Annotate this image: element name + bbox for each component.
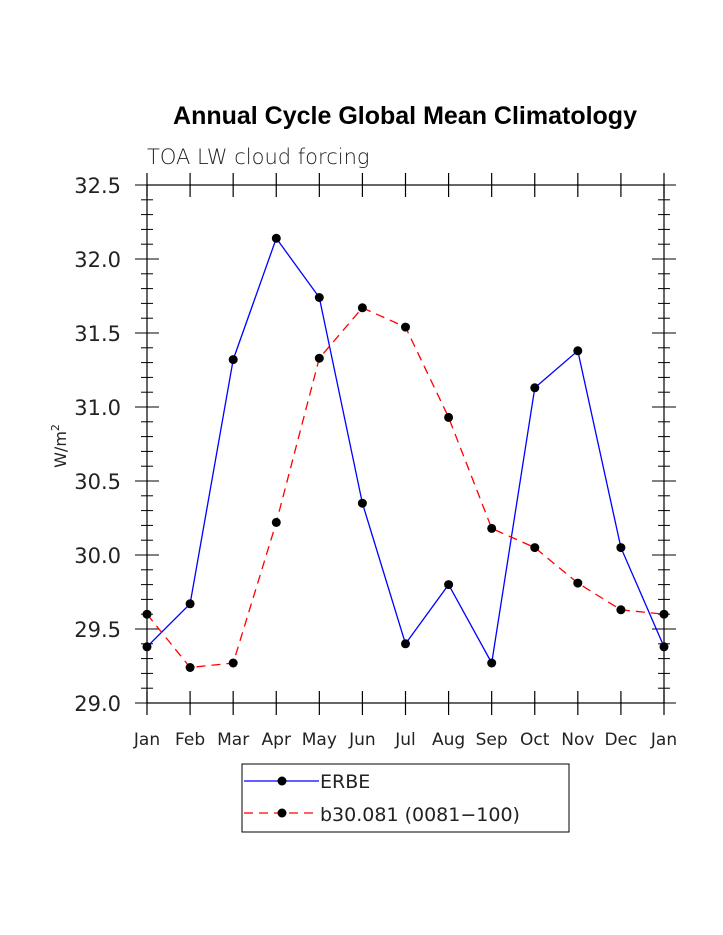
series-point-model: [228, 658, 238, 668]
series-point-model: [314, 353, 324, 363]
svg-text:W/m2: W/m2: [49, 424, 70, 468]
series-point-model: [271, 517, 281, 527]
plot-frame: [146, 184, 665, 704]
series-point-erbe: [573, 346, 583, 356]
x-tick-label: Feb: [175, 730, 205, 750]
series-point-erbe: [228, 355, 238, 365]
chart-subtitle: TOA LW cloud forcing: [147, 145, 370, 169]
y-tick-label: 29.5: [74, 618, 121, 642]
series-point-model: [616, 605, 626, 615]
series-point-model: [357, 303, 367, 313]
series-point-model: [573, 578, 583, 588]
y-axis-title-superscript: 2: [49, 424, 62, 431]
x-tick-label: Aug: [432, 730, 465, 750]
series-point-erbe: [487, 658, 497, 668]
x-tick-label: Jul: [394, 730, 416, 750]
x-tick-label: Sep: [476, 730, 508, 750]
x-tick-label: Apr: [262, 730, 291, 750]
axis-tick-labels: Jan Feb Mar Apr May Jun Jul Aug Sep Oct Nov Dec Jan 2…: [74, 174, 677, 750]
series-point-erbe: [401, 639, 410, 649]
y-tick-label: 30.5: [74, 470, 121, 494]
series-point-erbe: [314, 293, 324, 302]
series-point-model: [659, 609, 669, 619]
x-tick-label: Jun: [348, 730, 376, 750]
legend-model-marker: [277, 808, 287, 818]
plot-series: [142, 233, 669, 672]
y-tick-label: 32.5: [74, 174, 121, 198]
y-axis-title: W/m2: [49, 424, 70, 468]
series-line-model: [146, 307, 665, 669]
y-tick-label: 29.0: [74, 692, 121, 716]
legend-model-label: b30.081 (0081−100): [320, 804, 520, 826]
axis-ticks: [135, 173, 676, 715]
y-tick-label: 31.5: [74, 322, 121, 346]
series-point-erbe: [530, 383, 540, 393]
x-tick-label: Jan: [133, 730, 160, 750]
legend: ERBE b30.081 (0081−100): [241, 763, 570, 833]
legend-erbe-label: ERBE: [320, 771, 370, 793]
series-point-erbe: [142, 642, 152, 652]
x-tick-label: Dec: [604, 730, 637, 750]
series-point-model: [444, 412, 454, 422]
y-tick-label: 31.0: [74, 396, 121, 420]
chart-title: Annual Cycle Global Mean Climatology: [173, 102, 637, 130]
series-point-model: [401, 322, 410, 332]
y-tick-label: 30.0: [74, 544, 121, 568]
series-point-erbe: [616, 543, 626, 553]
x-tick-label: Mar: [217, 730, 249, 750]
y-tick-label: 32.0: [74, 248, 121, 272]
series-line-erbe: [146, 236, 665, 665]
x-tick-label: Jan: [650, 730, 677, 750]
series-point-model: [530, 543, 540, 553]
y-axis-title-text: W/m: [51, 431, 70, 468]
x-tick-label: May: [302, 730, 337, 750]
legend-erbe-marker: [277, 776, 287, 786]
series-point-erbe: [185, 599, 195, 609]
series-point-erbe: [444, 580, 454, 590]
legend-box: [241, 763, 570, 833]
series-point-erbe: [357, 498, 367, 508]
series-point-model: [487, 523, 497, 533]
x-tick-label: Oct: [520, 730, 550, 750]
series-point-model: [185, 663, 195, 672]
series-point-erbe: [659, 642, 669, 652]
series-point-model: [142, 609, 152, 619]
x-tick-label: Nov: [561, 730, 594, 750]
series-point-erbe: [271, 233, 281, 243]
